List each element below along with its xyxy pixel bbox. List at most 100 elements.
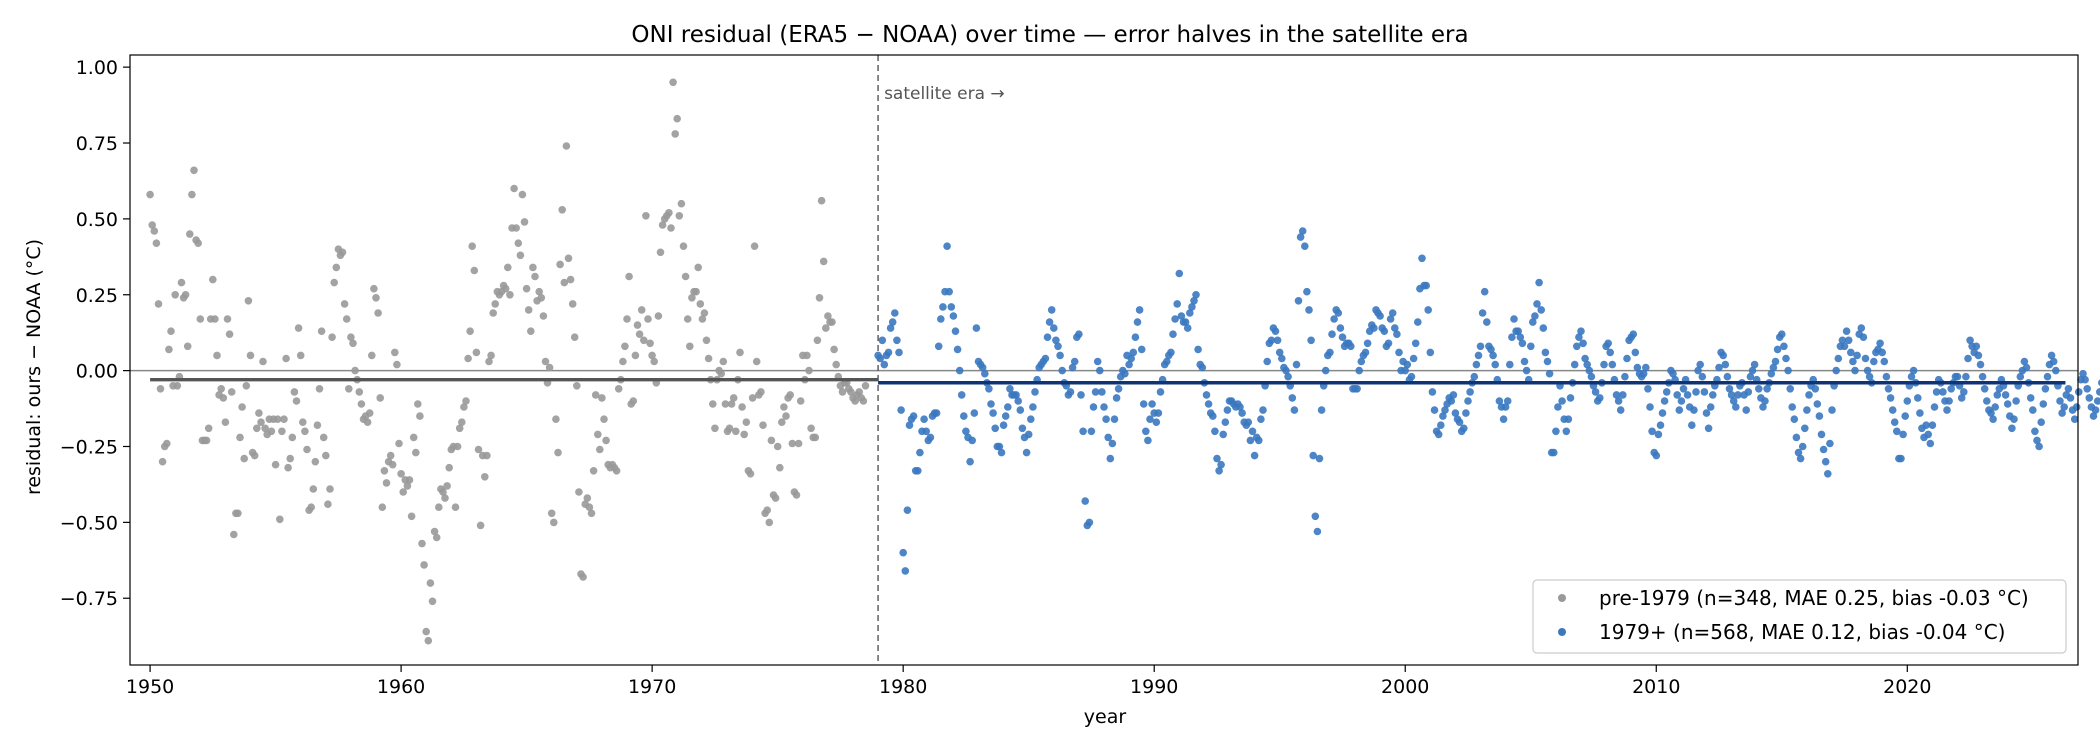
point-1979-plus (1824, 470, 1832, 478)
point-1979-plus (1886, 394, 1895, 402)
point-pre-1979 (213, 351, 221, 360)
point-pre-1979 (541, 357, 550, 366)
point-1979-plus (1418, 254, 1426, 263)
point-1979-plus (1688, 421, 1696, 430)
point-1979-plus (1914, 394, 1922, 402)
point-1979-plus (1031, 388, 1039, 396)
point-pre-1979 (418, 539, 426, 548)
point-1979-plus (1608, 360, 1617, 369)
point-pre-1979 (217, 385, 225, 393)
point-pre-1979 (414, 400, 422, 408)
point-pre-1979 (589, 467, 598, 475)
point-1979-plus (1248, 427, 1257, 436)
point-pre-1979 (299, 418, 307, 427)
point-pre-1979 (819, 257, 828, 266)
point-1979-plus (1704, 424, 1713, 433)
point-1979-plus (1029, 403, 1037, 411)
point-1979-plus (1577, 327, 1585, 336)
point-1979-plus (1619, 391, 1627, 399)
point-1979-plus (1639, 369, 1648, 378)
point-pre-1979 (746, 470, 755, 478)
point-pre-1979 (468, 242, 477, 250)
point-1979-plus (989, 409, 997, 417)
point-1979-plus (1778, 330, 1786, 339)
point-1979-plus (2072, 403, 2081, 411)
point-1979-plus (1654, 430, 1663, 439)
point-pre-1979 (646, 339, 654, 348)
point-1979-plus (1527, 342, 1535, 351)
point-1979-plus (1742, 406, 1750, 414)
point-1979-plus (2003, 400, 2012, 408)
point-1979-plus (1909, 366, 1918, 375)
point-1979-plus (1480, 287, 1489, 296)
point-1979-plus (1110, 415, 1119, 424)
point-1979-plus (1334, 309, 1343, 317)
point-1979-plus (1769, 363, 1778, 372)
point-1979-plus (1487, 345, 1495, 354)
point-1979-plus (1503, 397, 1512, 405)
point-1979-plus (1794, 448, 1803, 457)
point-1979-plus (1673, 391, 1681, 399)
point-pre-1979 (721, 400, 730, 408)
point-1979-plus (1792, 433, 1801, 442)
point-1979-plus (1623, 354, 1631, 363)
point-pre-1979 (792, 491, 801, 499)
point-1979-plus (2093, 397, 2100, 405)
point-1979-plus (1284, 372, 1292, 381)
point-pre-1979 (412, 448, 420, 457)
point-pre-1979 (614, 385, 623, 393)
point-1979-plus (2001, 391, 2010, 399)
point-1979-plus (1313, 527, 1322, 536)
point-1979-plus (1826, 439, 1834, 448)
point-1979-plus (884, 348, 893, 357)
point-1979-plus (2089, 412, 2098, 420)
point-pre-1979 (535, 287, 543, 296)
point-1979-plus (1403, 360, 1412, 369)
point-1979-plus (2012, 397, 2020, 405)
point-pre-1979 (686, 342, 694, 351)
point-1979-plus (1474, 351, 1483, 360)
point-1979-plus (1861, 354, 1870, 363)
point-1979-plus (1501, 403, 1510, 411)
point-1979-plus (1357, 357, 1366, 366)
point-1979-plus (1056, 351, 1064, 360)
point-1979-plus (903, 506, 912, 514)
point-pre-1979 (332, 263, 341, 272)
point-pre-1979 (328, 333, 336, 342)
point-1979-plus (1495, 397, 1504, 405)
point-pre-1979 (458, 418, 466, 427)
point-pre-1979 (407, 512, 416, 521)
point-1979-plus (1395, 348, 1403, 357)
point-pre-1979 (598, 394, 606, 402)
point-pre-1979 (732, 427, 740, 436)
point-pre-1979 (196, 315, 205, 323)
point-1979-plus (1554, 403, 1562, 411)
point-1979-plus (1045, 318, 1054, 326)
point-1979-plus (1449, 391, 1458, 399)
plot-frame (129, 54, 2079, 666)
point-pre-1979 (319, 433, 328, 442)
point-1979-plus (953, 345, 962, 354)
point-pre-1979 (322, 451, 330, 460)
point-1979-plus (2081, 375, 2089, 384)
y-tick-label: 0.50 (76, 209, 118, 231)
point-1979-plus (1790, 415, 1799, 424)
point-1979-plus (1321, 366, 1330, 375)
point-1979-plus (955, 366, 964, 375)
point-1979-plus (1004, 403, 1012, 411)
point-1979-plus (1489, 351, 1497, 360)
point-pre-1979 (420, 561, 428, 569)
point-pre-1979 (847, 388, 855, 396)
point-1979-plus (1079, 427, 1087, 436)
point-1979-plus (1993, 391, 2002, 399)
point-1979-plus (1748, 366, 1757, 375)
point-pre-1979 (167, 327, 175, 336)
point-1979-plus (1434, 430, 1443, 439)
point-1979-plus (1437, 421, 1445, 430)
point-1979-plus (1301, 242, 1309, 250)
point-1979-plus (1832, 366, 1840, 375)
point-1979-plus (1338, 333, 1347, 342)
point-1979-plus (1907, 372, 1916, 381)
point-pre-1979 (290, 388, 299, 396)
point-pre-1979 (171, 291, 179, 299)
